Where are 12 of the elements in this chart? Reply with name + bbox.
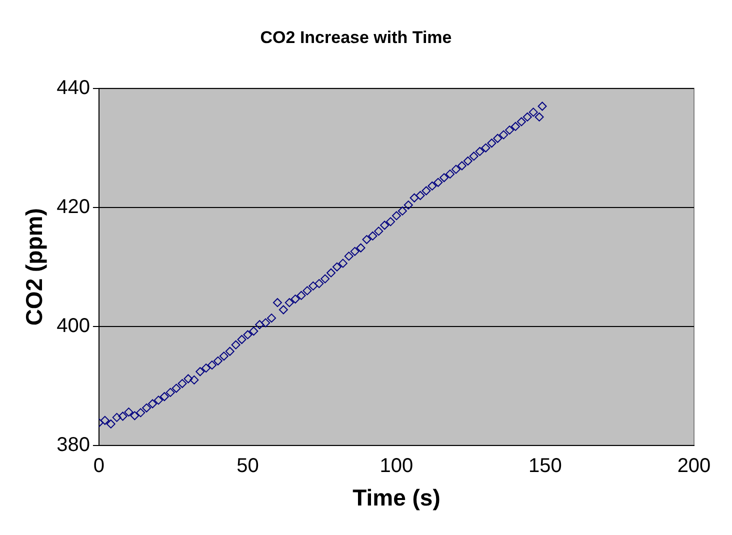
x-tick-label: 100 <box>380 454 414 477</box>
y-tick-label: 380 <box>56 434 90 456</box>
x-tick-label: 0 <box>93 454 105 477</box>
chart-title: CO2 Increase with Time <box>260 28 452 47</box>
x-tick-label: 50 <box>236 454 259 477</box>
y-tick-label: 440 <box>56 76 90 99</box>
x-axis-title: Time (s) <box>352 484 440 511</box>
x-tick-label: 200 <box>677 454 711 477</box>
y-tick-label: 400 <box>56 314 90 337</box>
x-tick-label: 150 <box>528 454 562 477</box>
y-axis-title: CO2 (ppm) <box>21 208 48 326</box>
y-tick-label: 420 <box>56 196 90 218</box>
